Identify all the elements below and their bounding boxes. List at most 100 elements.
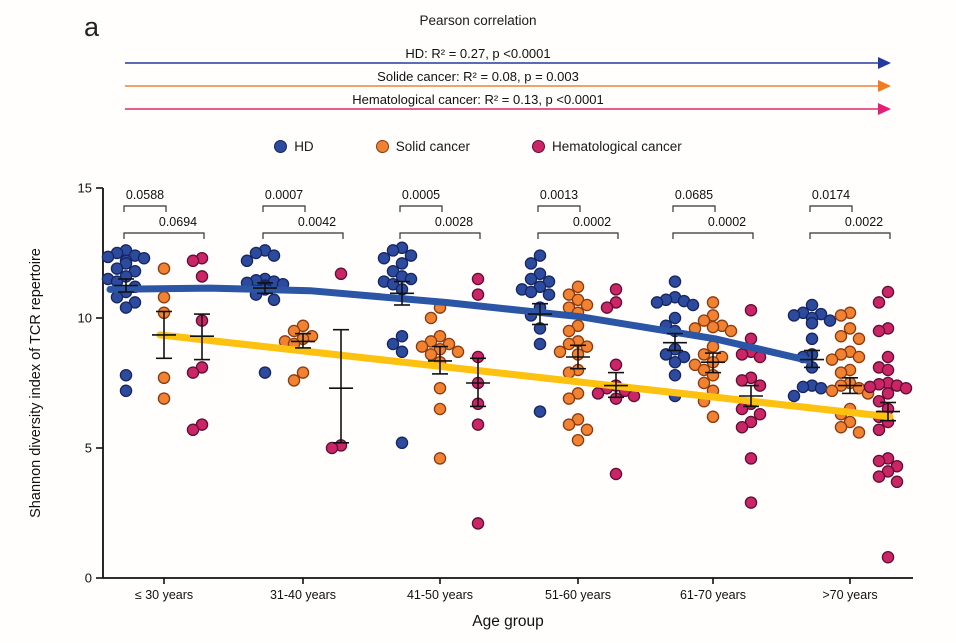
scatter-point-0 xyxy=(650,296,664,309)
scatter-point-0 xyxy=(686,298,700,312)
x-tick-label: >70 years xyxy=(822,588,877,602)
scatter-point-1 xyxy=(580,423,594,437)
scatter-point-2 xyxy=(753,407,767,421)
scatter-point-2 xyxy=(881,350,895,364)
scatter-point-0 xyxy=(668,368,682,382)
scatter-point-2 xyxy=(334,267,348,281)
trend-line-1 xyxy=(156,331,894,421)
arrow-head-icon xyxy=(878,103,891,115)
scatter-point-2 xyxy=(872,296,886,309)
scatter-point-2 xyxy=(881,363,895,377)
scatter-point-2 xyxy=(471,288,485,301)
scatter-point-0 xyxy=(386,337,400,351)
scatter-point-0 xyxy=(119,301,133,314)
scatter-point-2 xyxy=(881,550,895,564)
scatter-point-2 xyxy=(609,358,623,372)
scatter-point-2 xyxy=(186,254,200,268)
scatter-point-1 xyxy=(415,340,429,353)
legend-dot-icon xyxy=(531,140,545,153)
scatter-point-1 xyxy=(697,348,711,361)
scatter-point-0 xyxy=(668,311,682,325)
scatter-point-1 xyxy=(697,314,711,327)
pvalue-hd-solid: 0.0013 xyxy=(540,188,578,202)
y-axis-title: Shannon diversity index of TCR repertoir… xyxy=(28,248,44,518)
scatter-point-2 xyxy=(872,423,886,437)
scatter-point-0 xyxy=(119,384,133,398)
scatter-point-1 xyxy=(706,296,720,309)
legend-dot-icon xyxy=(274,140,288,153)
pvalue-hd-solid: 0.0588 xyxy=(126,188,164,202)
bracket-hd-solid xyxy=(537,205,581,212)
scatter-point-1 xyxy=(852,332,866,346)
pvalue-hd-solid: 0.0685 xyxy=(675,188,713,202)
scatter-point-0 xyxy=(823,314,837,327)
y-tick-label: 0 xyxy=(85,571,92,586)
scatter-point-1 xyxy=(424,348,438,361)
scatter-point-0 xyxy=(659,348,673,361)
figure-title: Pearson correlation xyxy=(419,13,537,28)
scatter-point-1 xyxy=(706,410,720,424)
legend-item-0: HD xyxy=(274,139,314,154)
x-tick-label: 51-60 years xyxy=(545,588,611,602)
scatter-point-0 xyxy=(668,355,682,369)
correlation-arrows: HD: R² = 0.27, p <0.0001 Solide cancer: R… xyxy=(0,46,956,115)
scatter-point-2 xyxy=(735,402,749,416)
scatter-point-2 xyxy=(186,423,200,437)
panel-label: a xyxy=(84,12,100,42)
x-axis-title: Age group xyxy=(472,613,544,630)
arrow-head-icon xyxy=(878,80,891,92)
scatter-point-2 xyxy=(600,301,614,314)
scatter-point-1 xyxy=(706,320,720,334)
scatter-point-1 xyxy=(287,324,301,338)
bracket-hd-hema xyxy=(809,232,891,239)
scatter-point-2 xyxy=(744,496,758,509)
scatter-point-1 xyxy=(157,262,171,275)
scatter-point-1 xyxy=(157,290,171,304)
legend-label: Solid cancer xyxy=(395,139,470,154)
scatter-point-1 xyxy=(571,433,585,447)
correlation-row-1: Solide cancer: R² = 0.08, p = 0.003 xyxy=(0,69,956,92)
scatter-point-0 xyxy=(805,332,819,346)
scatter-point-1 xyxy=(571,280,585,294)
scatter-point-2 xyxy=(872,454,886,468)
scatter-point-0 xyxy=(240,254,254,268)
scatter-point-0 xyxy=(404,249,418,262)
scatter-point-0 xyxy=(805,316,819,330)
scatter-point-0 xyxy=(542,288,556,301)
scatter-point-0 xyxy=(814,381,828,395)
bracket-hd-hema xyxy=(123,232,205,239)
scatter-point-0 xyxy=(101,250,115,264)
scatter-point-0 xyxy=(524,272,538,286)
scatter-point-2 xyxy=(186,366,200,379)
scatter-point-2 xyxy=(881,387,895,400)
scatter-point-0 xyxy=(796,380,810,394)
correlation-arrow-line xyxy=(125,57,891,69)
scatter-point-2 xyxy=(325,441,339,455)
scatter-point-2 xyxy=(872,394,886,408)
scatter-point-1 xyxy=(433,381,447,395)
correlation-arrow-line xyxy=(125,80,891,92)
scatter-point-0 xyxy=(377,251,391,265)
scatter-point-1 xyxy=(724,324,738,338)
scatter-point-1 xyxy=(825,353,839,366)
scatter-point-0 xyxy=(533,337,547,351)
scatter-point-0 xyxy=(668,275,682,288)
x-tick-label: ≤ 30 years xyxy=(135,588,193,602)
scatter-point-0 xyxy=(404,272,418,286)
scatter-point-2 xyxy=(471,517,485,530)
scatter-point-1 xyxy=(157,392,171,405)
scatter-point-1 xyxy=(697,376,711,390)
scatter-point-0 xyxy=(119,368,133,382)
scatter-point-2 xyxy=(609,467,623,481)
y-tick-label: 10 xyxy=(78,311,92,326)
scatter-point-2 xyxy=(881,285,895,299)
scatter-point-1 xyxy=(562,337,576,351)
scatter-point-1 xyxy=(834,366,848,379)
scatter-point-2 xyxy=(195,270,209,283)
scatter-point-2 xyxy=(609,283,623,296)
scatter-point-1 xyxy=(825,384,839,398)
scatter-point-1 xyxy=(562,392,576,405)
scatter-point-1 xyxy=(433,452,447,465)
scatter-point-1 xyxy=(834,420,848,434)
scatter-point-1 xyxy=(157,371,171,385)
